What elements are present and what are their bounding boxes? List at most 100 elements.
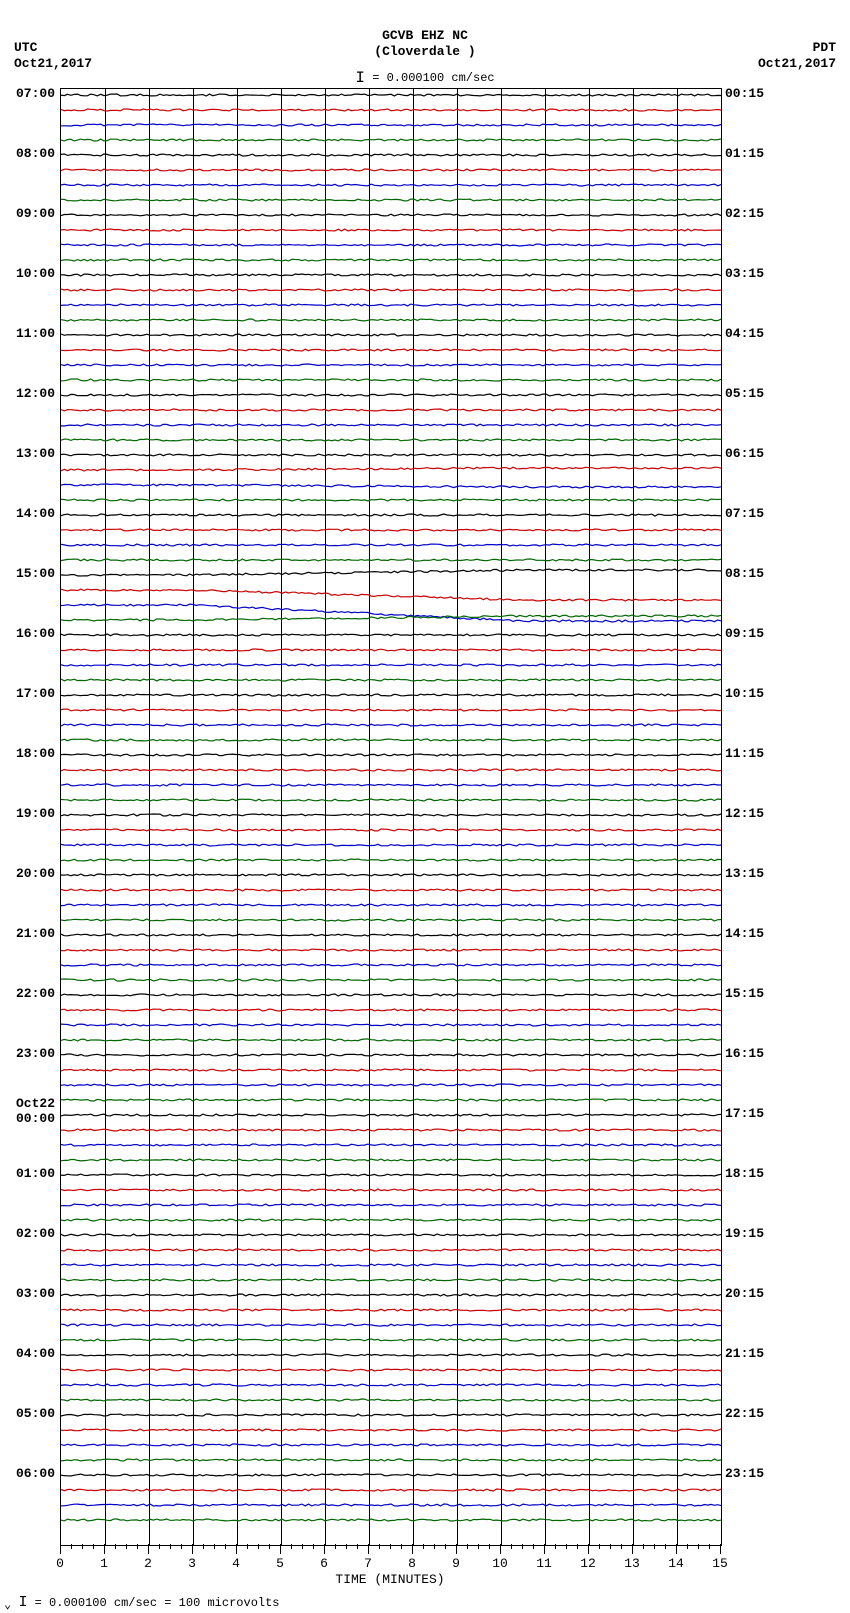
- seismic-trace: [61, 1085, 721, 1086]
- utc-hour-label: 17:00: [16, 686, 55, 701]
- x-tick-minor: [577, 1544, 578, 1549]
- pdt-hour-label: 23:15: [725, 1466, 764, 1481]
- utc-hour-label: 13:00: [16, 446, 55, 461]
- seismic-trace: [61, 350, 721, 351]
- seismic-trace: [61, 425, 721, 426]
- pdt-hour-label: 14:15: [725, 926, 764, 941]
- utc-hour-label: 01:00: [16, 1166, 55, 1181]
- seismic-trace: [61, 380, 721, 381]
- seismic-trace: [61, 515, 721, 516]
- x-tick-minor: [687, 1544, 688, 1549]
- seismic-trace: [61, 800, 721, 801]
- scale-legend: I = 0.000100 cm/sec: [0, 68, 850, 86]
- seismic-trace: [61, 320, 721, 321]
- x-tick-minor: [533, 1544, 534, 1549]
- x-tick: [60, 1544, 61, 1554]
- footer-text: = 0.000100 cm/sec = 100 microvolts: [35, 1596, 280, 1610]
- tz-right-date: Oct21,2017: [758, 56, 836, 72]
- seismic-trace: [61, 1220, 721, 1221]
- pdt-hour-label: 16:15: [725, 1046, 764, 1061]
- x-tick-minor: [313, 1544, 314, 1549]
- x-tick-minor: [159, 1544, 160, 1549]
- tz-right: PDT Oct21,2017: [758, 40, 836, 71]
- x-tick-label: 15: [712, 1556, 728, 1571]
- x-tick-minor: [621, 1544, 622, 1549]
- seismic-trace: [61, 995, 721, 996]
- x-tick-minor: [401, 1544, 402, 1549]
- x-tick-minor: [698, 1544, 699, 1549]
- seismic-trace: [61, 755, 721, 756]
- x-tick-label: 8: [408, 1556, 416, 1571]
- seismic-trace: [61, 770, 721, 771]
- pdt-hour-label: 21:15: [725, 1346, 764, 1361]
- utc-hour-label: 19:00: [16, 806, 55, 821]
- pdt-hour-label: 15:15: [725, 986, 764, 1001]
- seismic-trace: [61, 830, 721, 831]
- seismic-trace: [61, 1235, 721, 1236]
- seismic-trace: [61, 590, 721, 591]
- x-tick: [192, 1544, 193, 1554]
- seismic-trace: [61, 1160, 721, 1161]
- x-axis: TIME (MINUTES) 0123456789101112131415: [60, 1544, 720, 1594]
- utc-hour-label: 12:00: [16, 386, 55, 401]
- utc-hour-label: 14:00: [16, 506, 55, 521]
- seismic-trace: [61, 1325, 721, 1326]
- seismic-trace: [61, 695, 721, 696]
- seismic-trace: [61, 890, 721, 891]
- seismic-trace: [61, 1520, 721, 1521]
- tz-left-label: UTC: [14, 40, 92, 56]
- x-tick-minor: [247, 1544, 248, 1549]
- seismic-trace: [61, 680, 721, 681]
- seismic-trace: [61, 1400, 721, 1401]
- seismic-trace: [61, 95, 721, 96]
- x-tick-minor: [214, 1544, 215, 1549]
- seismic-trace: [61, 815, 721, 816]
- seismic-trace: [61, 545, 721, 546]
- x-tick-minor: [379, 1544, 380, 1549]
- seismic-trace: [61, 875, 721, 876]
- x-tick-label: 4: [232, 1556, 240, 1571]
- x-tick-minor: [566, 1544, 567, 1549]
- x-tick-minor: [445, 1544, 446, 1549]
- seismic-trace: [61, 1100, 721, 1101]
- x-tick-minor: [555, 1544, 556, 1549]
- seismic-trace: [61, 215, 721, 216]
- x-tick: [412, 1544, 413, 1554]
- x-tick-minor: [489, 1544, 490, 1549]
- seismic-trace: [61, 455, 721, 456]
- seismic-trace: [61, 1055, 721, 1056]
- pdt-hour-label: 12:15: [725, 806, 764, 821]
- x-tick-minor: [181, 1544, 182, 1549]
- utc-hour-label: 07:00: [16, 86, 55, 101]
- seismic-trace: [61, 920, 721, 921]
- seismic-trace: [61, 1385, 721, 1386]
- seismic-trace: [61, 1445, 721, 1446]
- station-id: GCVB EHZ NC: [0, 28, 850, 44]
- x-tick-minor: [346, 1544, 347, 1549]
- x-tick: [148, 1544, 149, 1554]
- x-tick-label: 5: [276, 1556, 284, 1571]
- x-tick-minor: [170, 1544, 171, 1549]
- seismic-trace: [61, 740, 721, 741]
- pdt-hour-label: 01:15: [725, 146, 764, 161]
- seismic-trace: [61, 1205, 721, 1206]
- x-tick-minor: [390, 1544, 391, 1549]
- seismic-trace: [61, 965, 721, 966]
- pdt-hour-label: 06:15: [725, 446, 764, 461]
- x-tick-label: 0: [56, 1556, 64, 1571]
- seismic-trace: [61, 1505, 721, 1506]
- x-tick-minor: [434, 1544, 435, 1549]
- scale-text: = 0.000100 cm/sec: [372, 71, 494, 85]
- seismic-trace: [61, 155, 721, 156]
- seismic-trace: [61, 1010, 721, 1011]
- utc-hour-label: 04:00: [16, 1346, 55, 1361]
- utc-hour-label: 11:00: [16, 326, 55, 341]
- seismic-trace: [61, 125, 721, 126]
- x-tick-minor: [357, 1544, 358, 1549]
- seismic-trace: [61, 860, 721, 861]
- utc-hour-label: 08:00: [16, 146, 55, 161]
- seismic-trace: [61, 1295, 721, 1296]
- pdt-hour-label: 09:15: [725, 626, 764, 641]
- seismic-trace: [61, 140, 721, 141]
- x-tick-minor: [511, 1544, 512, 1549]
